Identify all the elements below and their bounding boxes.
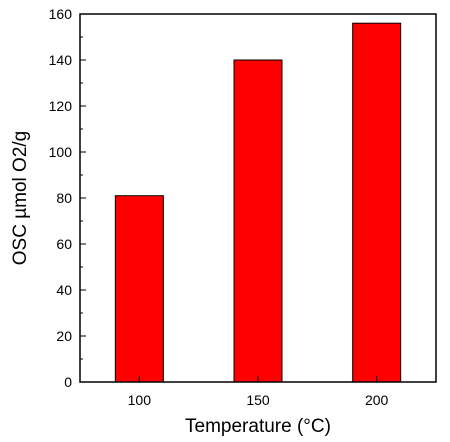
y-tick-label: 160 [49,6,73,22]
plot-frame [79,13,437,383]
y-tick-label: 0 [64,374,72,390]
x-tick-label: 150 [246,392,270,408]
x-tick-label: 100 [128,392,152,408]
y-axis-ticks: 0 20 40 60 80 100 120 140 160 [49,6,86,390]
bar-200 [352,22,402,383]
x-axis-ticks: 100 150 200 [128,376,389,408]
y-axis-title: OSC µmol O2/g [10,131,31,265]
y-tick-label: 100 [49,144,73,160]
y-tick-label: 60 [56,236,72,252]
x-tick-label: 200 [365,392,389,408]
bar-150 [233,59,283,383]
x-axis-title: Temperature (°C) [185,416,331,437]
y-tick-label: 20 [56,328,72,344]
bars-group [114,22,402,383]
y-tick-label: 80 [56,190,72,206]
bar-100 [114,195,164,383]
y-tick-label: 40 [56,282,72,298]
y-tick-label: 140 [49,52,73,68]
y-tick-label: 120 [49,98,73,114]
